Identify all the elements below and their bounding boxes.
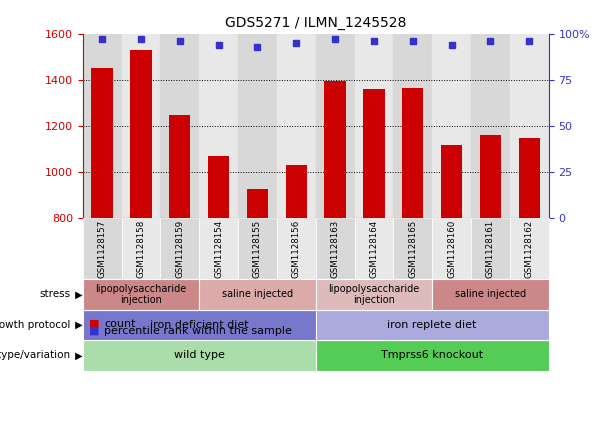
Point — [408, 38, 417, 44]
Point — [214, 41, 224, 48]
Bar — [131, 50, 151, 218]
Point — [291, 40, 301, 47]
Bar — [238, 34, 277, 218]
Text: GSM1128154: GSM1128154 — [214, 220, 223, 277]
Text: ■: ■ — [89, 326, 99, 336]
Bar — [208, 156, 229, 218]
Point — [97, 36, 107, 43]
Text: saline injected: saline injected — [222, 289, 293, 299]
Text: GSM1128165: GSM1128165 — [408, 220, 417, 277]
Text: lipopolysaccharide
injection: lipopolysaccharide injection — [96, 283, 186, 305]
Point — [447, 41, 457, 48]
Text: Tmprss6 knockout: Tmprss6 knockout — [381, 350, 483, 360]
Point — [369, 38, 379, 44]
Bar — [480, 135, 501, 218]
Text: GSM1128157: GSM1128157 — [97, 220, 107, 277]
Point — [485, 38, 495, 44]
Text: ■: ■ — [89, 319, 99, 329]
Text: growth protocol: growth protocol — [0, 320, 70, 330]
Bar — [432, 34, 471, 218]
Text: genotype/variation: genotype/variation — [0, 350, 70, 360]
Bar — [91, 69, 113, 218]
Text: iron replete diet: iron replete diet — [387, 320, 477, 330]
Bar — [277, 34, 316, 218]
Text: percentile rank within the sample: percentile rank within the sample — [104, 326, 292, 336]
Bar — [354, 34, 394, 218]
Bar — [169, 115, 191, 218]
Bar — [471, 34, 510, 218]
Text: count: count — [104, 319, 135, 329]
Text: ▶: ▶ — [72, 289, 83, 299]
Bar — [161, 34, 199, 218]
Bar — [316, 34, 354, 218]
Point — [253, 43, 262, 50]
Bar — [519, 138, 540, 218]
Text: GSM1128158: GSM1128158 — [137, 220, 145, 277]
Bar — [364, 89, 384, 218]
Title: GDS5271 / ILMN_1245528: GDS5271 / ILMN_1245528 — [225, 16, 406, 30]
Text: stress: stress — [39, 289, 70, 299]
Text: GSM1128156: GSM1128156 — [292, 220, 301, 277]
Text: iron deficient diet: iron deficient diet — [150, 320, 248, 330]
Point — [175, 38, 185, 44]
Text: GSM1128164: GSM1128164 — [370, 220, 378, 277]
Bar — [121, 34, 161, 218]
Point — [136, 36, 146, 43]
Bar — [286, 165, 307, 218]
Text: GSM1128160: GSM1128160 — [447, 220, 456, 277]
Bar — [394, 34, 432, 218]
Bar — [247, 189, 268, 218]
Text: ▶: ▶ — [72, 320, 83, 330]
Point — [524, 38, 534, 44]
Text: lipopolysaccharide
injection: lipopolysaccharide injection — [329, 283, 419, 305]
Text: GSM1128161: GSM1128161 — [486, 220, 495, 277]
Text: GSM1128155: GSM1128155 — [253, 220, 262, 277]
Bar — [441, 146, 462, 218]
Text: GSM1128159: GSM1128159 — [175, 220, 185, 277]
Bar — [402, 88, 424, 218]
Point — [330, 36, 340, 43]
Bar — [324, 81, 346, 218]
Text: saline injected: saline injected — [455, 289, 526, 299]
Text: ▶: ▶ — [72, 350, 83, 360]
Bar — [199, 34, 238, 218]
Bar — [510, 34, 549, 218]
Text: wild type: wild type — [174, 350, 224, 360]
Bar — [83, 34, 121, 218]
Text: GSM1128163: GSM1128163 — [330, 220, 340, 277]
Text: GSM1128162: GSM1128162 — [525, 220, 534, 277]
